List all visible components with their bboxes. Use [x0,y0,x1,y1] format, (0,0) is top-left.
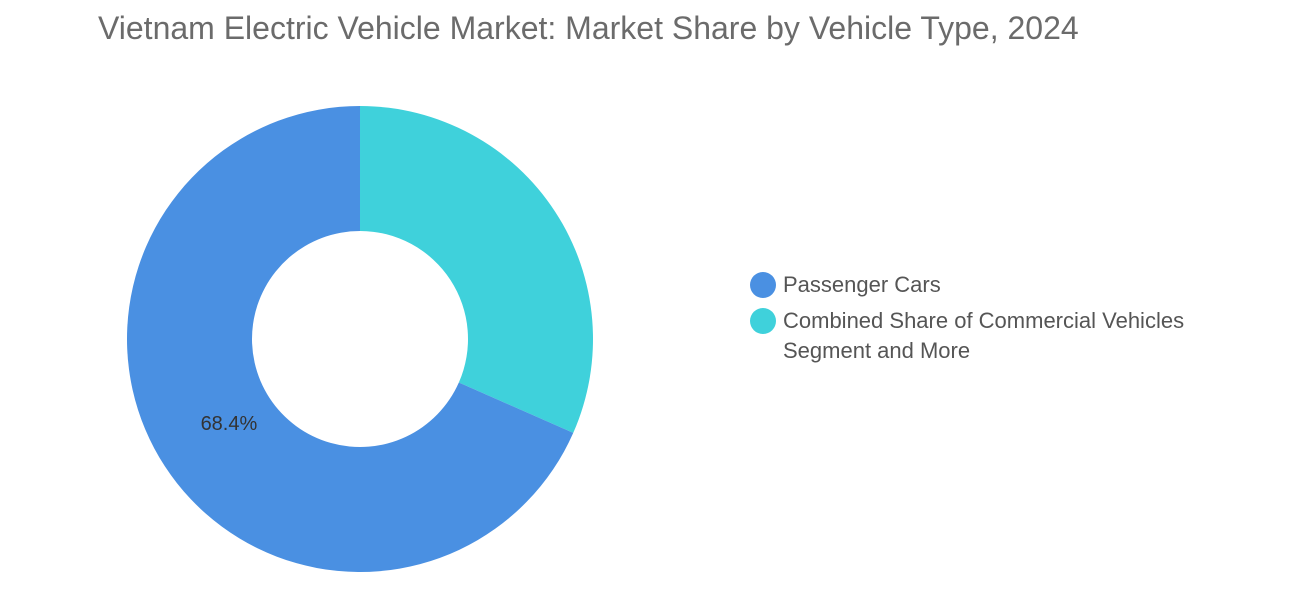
legend-swatch-commercial-vehicles [750,308,776,334]
legend-item-commercial-vehicles[interactable]: Combined Share of Commercial Vehicles Se… [750,306,1270,366]
legend-label-passenger-cars: Passenger Cars [783,272,941,297]
chart-legend: Passenger Cars Combined Share of Commerc… [750,270,1270,372]
legend-label-commercial-vehicles: Combined Share of Commercial Vehicles Se… [783,308,1185,363]
data-label-passenger-cars: 68.4% [201,413,258,435]
chart-title: Vietnam Electric Vehicle Market: Market … [98,10,1079,46]
legend-swatch-passenger-cars [750,272,776,298]
slice-commercial-vehicles[interactable] [360,106,593,433]
slice-passenger-cars[interactable] [127,106,574,572]
legend-item-passenger-cars[interactable]: Passenger Cars [750,270,1270,300]
